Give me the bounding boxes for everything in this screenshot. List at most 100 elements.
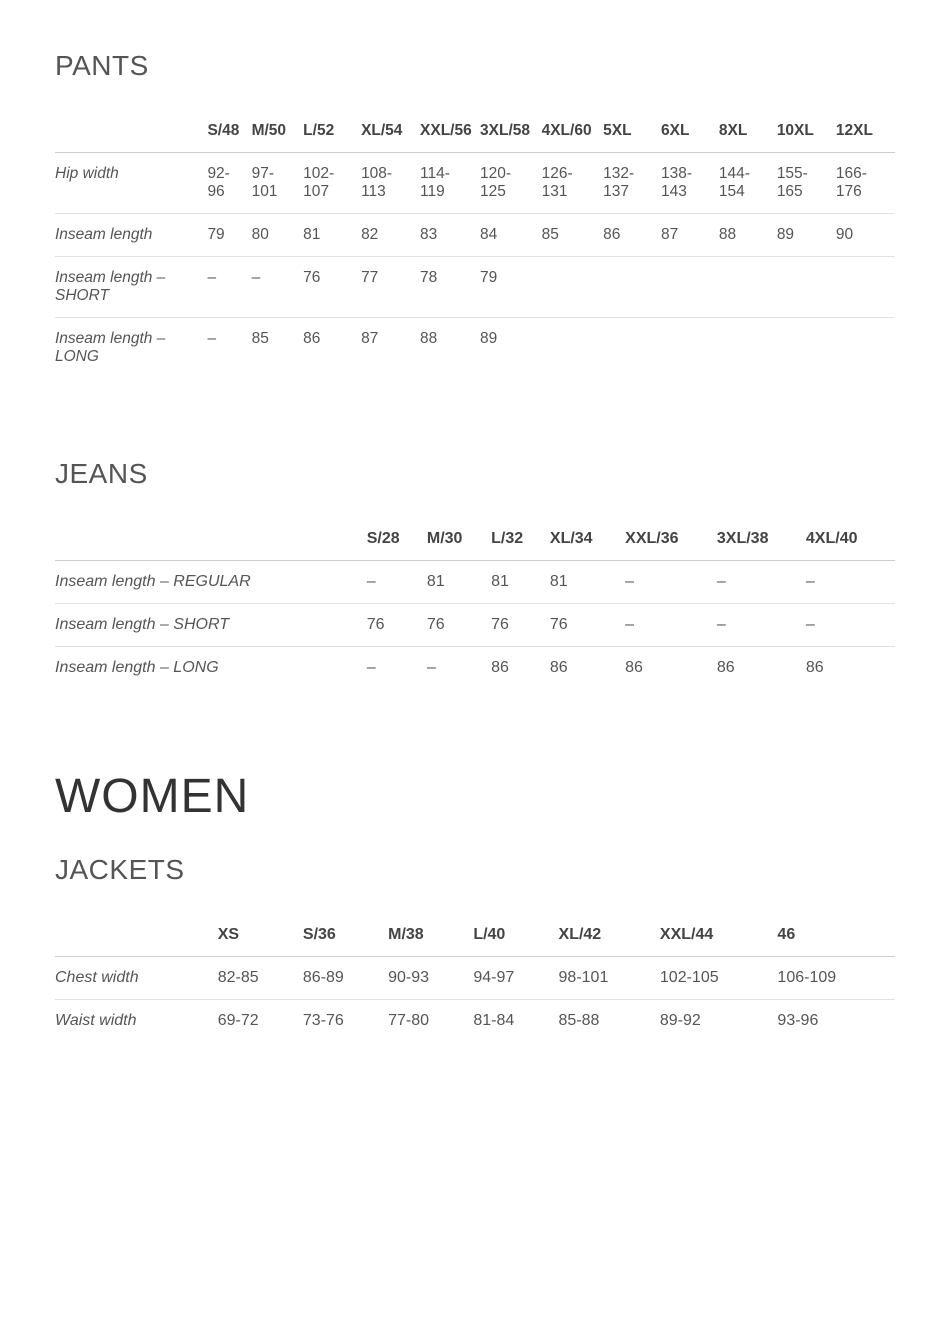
cell (661, 318, 719, 379)
pants-col: M/50 (252, 110, 304, 153)
cell: – (806, 604, 895, 647)
jeans-col: 3XL/38 (717, 518, 806, 561)
jackets-col: L/40 (473, 914, 558, 957)
pants-col: 5XL (603, 110, 661, 153)
cell: 94-97 (473, 957, 558, 1000)
cell: 89-92 (660, 1000, 778, 1043)
table-row: Inseam length – LONG––8686868686 (55, 647, 895, 690)
cell (836, 257, 895, 318)
cell: – (717, 561, 806, 604)
cell: 90 (836, 214, 895, 257)
cell: 86 (550, 647, 625, 690)
table-row: Inseam length – LONG–8586878889 (55, 318, 895, 379)
row-label: Hip width (55, 153, 207, 214)
women-heading: WOMEN (55, 769, 895, 824)
cell: 81 (550, 561, 625, 604)
cell: 155-165 (777, 153, 836, 214)
cell: 88 (420, 318, 480, 379)
cell: 89 (480, 318, 542, 379)
jeans-col: S/28 (367, 518, 427, 561)
cell: 82-85 (218, 957, 303, 1000)
cell: 80 (252, 214, 304, 257)
cell: 120-125 (480, 153, 542, 214)
cell: 132-137 (603, 153, 661, 214)
cell: 81 (427, 561, 491, 604)
cell (777, 318, 836, 379)
jackets-col: XXL/44 (660, 914, 778, 957)
cell: 87 (661, 214, 719, 257)
cell: 79 (480, 257, 542, 318)
table-row: Inseam length – SHORT––76777879 (55, 257, 895, 318)
cell: – (367, 647, 427, 690)
row-label: Waist width (55, 1000, 218, 1043)
cell: 85 (542, 214, 604, 257)
cell: – (427, 647, 491, 690)
cell: 144-154 (719, 153, 777, 214)
cell (542, 318, 604, 379)
pants-col: 8XL (719, 110, 777, 153)
cell (777, 257, 836, 318)
cell (603, 257, 661, 318)
cell: 81-84 (473, 1000, 558, 1043)
jeans-col: XXL/36 (625, 518, 717, 561)
jackets-corner (55, 914, 218, 957)
jeans-col: XL/34 (550, 518, 625, 561)
cell (661, 257, 719, 318)
cell: 76 (550, 604, 625, 647)
pants-col: 12XL (836, 110, 895, 153)
pants-heading: PANTS (55, 50, 895, 82)
row-label: Inseam length – SHORT (55, 257, 207, 318)
table-row: Chest width82-8586-8990-9394-9798-101102… (55, 957, 895, 1000)
pants-col: XL/54 (361, 110, 420, 153)
pants-col: 6XL (661, 110, 719, 153)
cell: 126-131 (542, 153, 604, 214)
jeans-header-row: S/28 M/30 L/32 XL/34 XXL/36 3XL/38 4XL/4… (55, 518, 895, 561)
cell: 77-80 (388, 1000, 473, 1043)
cell: 76 (303, 257, 361, 318)
cell: 86 (491, 647, 550, 690)
row-label: Inseam length – LONG (55, 647, 367, 690)
cell: 76 (427, 604, 491, 647)
cell (719, 257, 777, 318)
cell: 85 (252, 318, 304, 379)
pants-header-row: S/48 M/50 L/52 XL/54 XXL/56 3XL/58 4XL/6… (55, 110, 895, 153)
jackets-header-row: XS S/36 M/38 L/40 XL/42 XXL/44 46 (55, 914, 895, 957)
table-row: Hip width92-9697-101102-107108-113114-11… (55, 153, 895, 214)
cell: 138-143 (661, 153, 719, 214)
cell: 86 (625, 647, 717, 690)
cell: 81 (303, 214, 361, 257)
cell: 92-96 (207, 153, 251, 214)
cell: 97-101 (252, 153, 304, 214)
jeans-body: Inseam length – REGULAR–818181–––Inseam … (55, 561, 895, 690)
cell: 86 (303, 318, 361, 379)
cell: 73-76 (303, 1000, 388, 1043)
cell: 108-113 (361, 153, 420, 214)
cell: – (207, 318, 251, 379)
cell: 84 (480, 214, 542, 257)
cell: – (252, 257, 304, 318)
row-label: Inseam length (55, 214, 207, 257)
cell: 86-89 (303, 957, 388, 1000)
cell: – (207, 257, 251, 318)
cell: 166-176 (836, 153, 895, 214)
table-row: Inseam length – REGULAR–818181––– (55, 561, 895, 604)
pants-col: S/48 (207, 110, 251, 153)
pants-col: 4XL/60 (542, 110, 604, 153)
cell: 76 (491, 604, 550, 647)
jeans-heading: JEANS (55, 458, 895, 490)
row-label: Chest width (55, 957, 218, 1000)
cell: – (625, 561, 717, 604)
pants-body: Hip width92-9697-101102-107108-113114-11… (55, 153, 895, 379)
table-row: Inseam length – SHORT76767676––– (55, 604, 895, 647)
cell: 98-101 (559, 957, 660, 1000)
jeans-col: L/32 (491, 518, 550, 561)
cell: 86 (603, 214, 661, 257)
cell: 87 (361, 318, 420, 379)
cell: 86 (717, 647, 806, 690)
pants-col: 10XL (777, 110, 836, 153)
table-row: Waist width69-7273-7677-8081-8485-8889-9… (55, 1000, 895, 1043)
jackets-col: XL/42 (559, 914, 660, 957)
jeans-col: M/30 (427, 518, 491, 561)
cell: 85-88 (559, 1000, 660, 1043)
cell: – (806, 561, 895, 604)
